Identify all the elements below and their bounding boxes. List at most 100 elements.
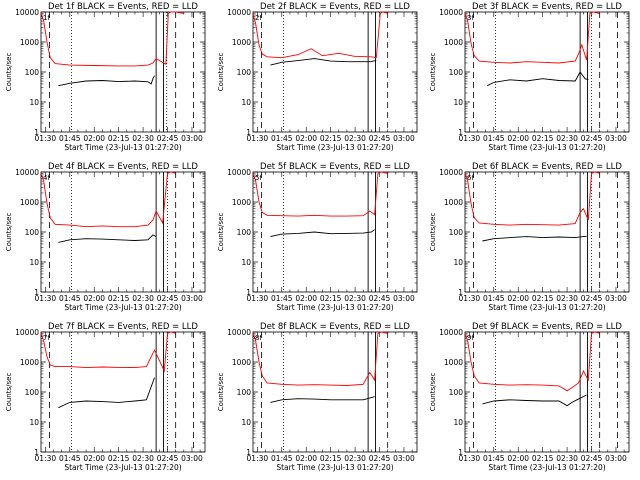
x-tick-label: 02:30 — [132, 294, 154, 303]
x-tick-label: 02:30 — [132, 134, 154, 143]
y-tick-label: 1 — [246, 128, 251, 137]
y-axis-label: Counts/sec — [5, 53, 13, 92]
y-tick-label: 1000 — [444, 358, 463, 367]
plot-frame — [40, 331, 206, 453]
x-axis-label: Start Time (23-Jul-13 01:27:20) — [488, 303, 605, 312]
x-tick-label: 03:00 — [181, 454, 203, 463]
plot-frame — [252, 11, 418, 133]
y-tick-label: 100 — [449, 68, 464, 77]
plot-frame — [464, 331, 630, 453]
x-tick-label: 02:30 — [556, 454, 578, 463]
x-tick-label: 01:30 — [35, 294, 57, 303]
y-axis-label: Counts/sec — [429, 373, 437, 412]
series-lld-line — [464, 171, 600, 226]
y-tick-label: 10000 — [439, 8, 463, 17]
y-tick-label: 100 — [237, 68, 252, 77]
x-axis-label: Start Time (23-Jul-13 01:27:20) — [276, 143, 393, 152]
y-axis-label: Counts/sec — [217, 53, 225, 92]
series-lld-line — [252, 331, 388, 386]
x-tick-label: 03:00 — [181, 134, 203, 143]
x-axis-label: Start Time (23-Jul-13 01:27:20) — [276, 463, 393, 472]
x-tick-label: 02:45 — [157, 134, 179, 143]
chart-title: Det 9f BLACK = Events, RED = LLD — [472, 322, 622, 332]
y-tick-label: 10 — [453, 418, 463, 427]
chart-panel-7: Det 7f BLACK = Events, RED = LLD 1 10 100 10… — [5, 322, 206, 472]
x-tick-label: 03:00 — [605, 134, 627, 143]
series-events-line — [58, 234, 157, 243]
chart-panel-9: Det 9f BLACK = Events, RED = LLD 1 10 100 10… — [429, 322, 630, 472]
x-tick-label: 02:30 — [556, 134, 578, 143]
y-tick-label: 10000 — [227, 328, 251, 337]
y-tick-label: 10 — [29, 98, 39, 107]
x-tick-label: 02:00 — [83, 134, 105, 143]
detector-annotation: 3f — [467, 14, 474, 22]
x-tick-label: 02:15 — [320, 134, 342, 143]
x-tick-label: 03:00 — [605, 454, 627, 463]
x-axis-label: Start Time (23-Jul-13 01:27:20) — [64, 143, 181, 152]
y-tick-label: 10 — [241, 418, 251, 427]
x-tick-label: 02:00 — [295, 294, 317, 303]
plot-frame — [252, 171, 418, 293]
x-tick-label: 02:15 — [532, 294, 554, 303]
x-tick-label: 02:30 — [344, 454, 366, 463]
x-tick-label: 02:45 — [369, 294, 391, 303]
x-tick-label: 02:45 — [581, 294, 603, 303]
x-tick-label: 03:00 — [393, 454, 415, 463]
x-tick-label: 02:00 — [507, 294, 529, 303]
x-tick-label: 02:30 — [132, 454, 154, 463]
y-tick-label: 1000 — [20, 198, 39, 207]
x-tick-label: 01:45 — [483, 454, 505, 463]
series-events-line — [487, 71, 589, 87]
x-tick-label: 03:00 — [605, 294, 627, 303]
chart-title: Det 5f BLACK = Events, RED = LLD — [260, 162, 410, 172]
x-tick-label: 01:45 — [483, 294, 505, 303]
detector-annotation: 7f — [43, 334, 50, 342]
detector-annotation: 6f — [467, 174, 474, 182]
y-tick-label: 10000 — [15, 8, 39, 17]
chart-panel-5: Det 5f BLACK = Events, RED = LLD 1 10 100 10… — [217, 162, 418, 312]
series-events-line — [270, 229, 375, 238]
x-tick-label: 02:00 — [295, 134, 317, 143]
y-tick-label: 1 — [34, 128, 39, 137]
chart-panel-1: Det 1f BLACK = Events, RED = LLD 1 10 100 10… — [5, 2, 206, 152]
y-tick-label: 100 — [449, 228, 464, 237]
x-tick-label: 02:15 — [532, 454, 554, 463]
y-tick-label: 100 — [25, 388, 40, 397]
x-tick-label: 02:15 — [108, 454, 130, 463]
series-lld-line — [464, 11, 600, 64]
y-tick-label: 1000 — [232, 358, 251, 367]
detector-annotation: 2f — [255, 14, 262, 22]
y-tick-label: 10 — [453, 98, 463, 107]
y-tick-label: 100 — [237, 388, 252, 397]
x-tick-label: 02:15 — [320, 294, 342, 303]
series-lld-line — [40, 331, 176, 373]
detector-annotation: 1f — [43, 14, 50, 22]
y-tick-label: 100 — [237, 228, 252, 237]
x-tick-label: 01:30 — [459, 294, 481, 303]
x-tick-label: 02:30 — [556, 294, 578, 303]
y-axis-label: Counts/sec — [217, 213, 225, 252]
y-tick-label: 10000 — [15, 168, 39, 177]
series-events-line — [482, 394, 587, 407]
plot-frame — [252, 331, 418, 453]
y-tick-label: 1 — [246, 448, 251, 457]
y-tick-label: 1000 — [20, 38, 39, 47]
series-lld-line — [252, 11, 388, 59]
x-tick-label: 02:00 — [295, 454, 317, 463]
detector-annotation: 5f — [255, 174, 262, 182]
series-events-line — [58, 377, 155, 409]
chart-panel-2: Det 2f BLACK = Events, RED = LLD 1 10 100 10… — [217, 2, 418, 152]
x-tick-label: 02:45 — [369, 134, 391, 143]
chart-panel-3: Det 3f BLACK = Events, RED = LLD 1 10 100 10… — [429, 2, 630, 152]
y-tick-label: 100 — [25, 228, 40, 237]
y-tick-label: 10000 — [439, 168, 463, 177]
y-axis-label: Counts/sec — [429, 53, 437, 92]
chart-title: Det 4f BLACK = Events, RED = LLD — [48, 162, 198, 172]
series-lld-line — [40, 171, 176, 228]
plot-frame — [464, 11, 630, 133]
series-lld-line — [252, 171, 388, 217]
y-axis-label: Counts/sec — [5, 373, 13, 412]
y-axis-label: Counts/sec — [429, 213, 437, 252]
y-tick-label: 1000 — [444, 38, 463, 47]
x-tick-label: 01:30 — [459, 454, 481, 463]
